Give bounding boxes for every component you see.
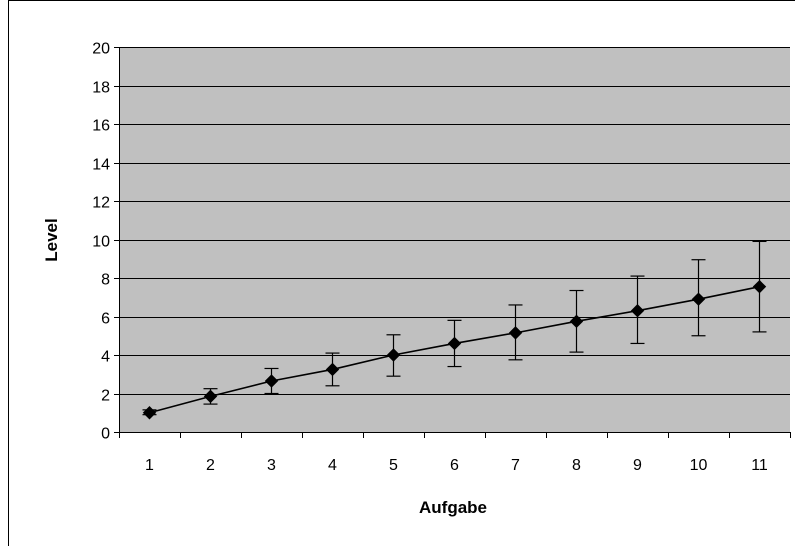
data-series: [142, 279, 767, 420]
data-point-marker: [508, 326, 523, 340]
data-point-marker: [142, 406, 157, 420]
y-axis-tick-label: 18: [92, 80, 110, 97]
x-axis-tick-label: 2: [206, 457, 215, 474]
x-axis-tick-label: 5: [389, 457, 398, 474]
data-point-marker: [691, 292, 706, 306]
y-axis-tick-label: 10: [92, 234, 110, 251]
x-axis-tick-labels: 1 2 3 4 5 6 7 8 9 10 11: [145, 457, 768, 474]
y-axis-tick-label: 0: [101, 426, 110, 443]
y-axis-tick-label: 8: [101, 272, 110, 289]
y-axis-tick-label: 6: [101, 311, 110, 328]
y-axis-tick-label: 4: [101, 349, 110, 366]
x-axis-tick-label: 8: [572, 457, 581, 474]
data-point-marker: [569, 314, 584, 329]
data-point-marker: [447, 336, 462, 351]
data-point-marker: [386, 348, 401, 362]
y-axis-tick-label: 20: [92, 41, 110, 58]
data-point-marker: [752, 279, 767, 294]
y-axis-title: Level: [42, 218, 61, 261]
data-point-marker: [630, 304, 645, 318]
x-axis-tick-label: 9: [633, 457, 642, 474]
gridlines: [119, 47, 790, 395]
y-axis-tick-label: 2: [101, 388, 110, 405]
y-axis-tick-label: 16: [92, 118, 110, 135]
x-axis-tick-label: 4: [328, 457, 337, 474]
x-axis-tick-label: 6: [450, 457, 459, 474]
y-axis-tick-labels: 0 2 4 6 8 10 12 14 16 18 20: [92, 41, 110, 443]
data-point-marker: [325, 362, 340, 377]
x-axis-tick-label: 11: [751, 457, 768, 474]
plot-area: [119, 47, 790, 432]
axes: [114, 47, 791, 438]
y-axis-tick-label: 12: [92, 195, 110, 212]
x-axis-tick-label: 7: [511, 457, 520, 474]
x-axis-title: Aufgabe: [419, 498, 487, 517]
x-axis-tick-label: 1: [145, 457, 154, 474]
y-axis-tick-label: 14: [92, 157, 110, 174]
x-axis-tick-label: 10: [690, 457, 708, 474]
data-point-marker: [203, 389, 218, 404]
data-point-marker: [264, 374, 279, 388]
x-axis-tick-label: 3: [267, 457, 276, 474]
